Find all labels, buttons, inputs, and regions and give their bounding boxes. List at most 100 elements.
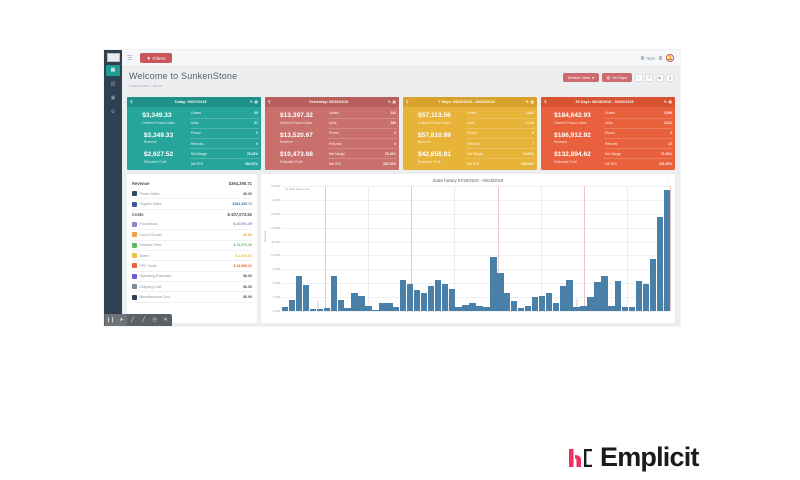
pause-button[interactable]: ❙❙ — [105, 314, 116, 326]
pencil-icon[interactable]: ✎ — [663, 100, 667, 104]
filters-button[interactable]: ▼ Filters — [140, 53, 172, 63]
pin-icon[interactable]: ⚲ — [268, 100, 271, 104]
kpi-card-title: Yesterday: 09/26/2019 — [308, 100, 349, 104]
pin-icon[interactable]: ⚲ — [406, 100, 409, 104]
list-item-value: $-16,566.31 — [233, 263, 252, 268]
kpi-primary-metric: $132,894.62 Estimated Profit — [554, 151, 591, 163]
kpi-primary-value: $3,349.33 — [142, 112, 172, 120]
chart-bar — [635, 281, 643, 311]
timer-button[interactable]: ◷ — [152, 317, 157, 323]
kpi-metric-row: Refunds 0 — [189, 139, 259, 150]
pen-button[interactable]: ╱ — [130, 317, 134, 323]
list-item[interactable]: Shipping Cost $0.00 — [132, 282, 252, 293]
flag-count: 7925 — [645, 55, 655, 61]
kpi-metric-value: 362.29% — [382, 161, 396, 166]
list-item[interactable]: Amazon Fees $-74,070.40 — [132, 241, 252, 251]
kpi-metric-value: 0 — [394, 131, 396, 136]
trash-icon[interactable]: ▤ — [392, 100, 396, 104]
trash-icon[interactable]: ▤ — [668, 100, 672, 104]
revenue-rows: Promo Sales $0.00 Organic Sales $364,395.71 — [132, 189, 252, 210]
chevron-down-icon: ▾ — [592, 75, 595, 80]
kpi-primary-value: $13,397.32 — [279, 112, 313, 120]
kpi-card-title: 30 Days: 08/28/2019 - 09/26/2019 — [575, 100, 634, 104]
kpi-metric-key: Refunds — [328, 141, 342, 146]
list-item[interactable]: Promo Sales $0.00 — [132, 189, 252, 200]
list-item[interactable]: Organic Sales $364,395.71 — [132, 199, 252, 210]
flag-indicator[interactable]: 7925 — [641, 56, 655, 61]
kpi-metric-key: Orders — [190, 111, 202, 116]
list-item-label: Shipping Cost — [139, 284, 162, 289]
kpi-primary-value: $13,520.67 — [279, 131, 313, 139]
chart-y-tick: 7,000 — [272, 295, 280, 300]
sidebar-item-dashboard[interactable]: ▦ — [106, 65, 120, 76]
top-bar-right: 7925 🔔 — [641, 54, 674, 62]
chart-y-axis-label: Revenue — [263, 231, 267, 243]
chart-bars — [282, 186, 670, 311]
list-item[interactable]: Promotions $-10,691.39 — [132, 220, 252, 231]
kpi-metric-key: Refunds — [190, 141, 204, 146]
kpi-primary-label: Ordered Product Sales — [554, 120, 587, 125]
welcome-band: Welcome to SunkenStone Dashboards / Home… — [122, 67, 680, 95]
pencil-icon[interactable]: ✎ — [249, 100, 253, 104]
mail-indicator[interactable] — [658, 56, 662, 60]
kpi-metric-value: 1,113 — [525, 121, 534, 126]
chart-y-axis: Revenue 15,000 14,000 13,000 12,000 11,000 10… — [263, 184, 281, 313]
sidebar-item-catalog[interactable]: ▣ — [110, 95, 116, 101]
flag-icon — [641, 56, 645, 60]
kpi-primary-value: $57,810.99 — [417, 131, 451, 139]
trash-icon[interactable]: ▤ — [530, 100, 534, 104]
visibility-button[interactable]: ◉ — [655, 73, 664, 82]
list-item[interactable]: Taxes $-2,006.52 — [132, 251, 252, 262]
pin-icon[interactable]: ⚲ — [544, 100, 547, 104]
list-item[interactable]: Operating Expenses $0.00 — [132, 272, 252, 282]
list-item[interactable]: Cost of Goods $0.00 — [132, 230, 252, 241]
view-select[interactable]: Default View ▾ — [562, 73, 600, 82]
bell-icon[interactable]: 🔔 — [666, 54, 674, 62]
list-item-value: $-10,691.39 — [233, 222, 252, 227]
marker-button[interactable]: ╱ — [141, 317, 145, 323]
chart-vertical-divider — [670, 186, 671, 311]
chart-bar — [372, 309, 379, 311]
pin-icon[interactable]: ⚲ — [130, 100, 133, 104]
truck-icon — [132, 284, 137, 290]
list-item[interactable]: PPC Costs $-16,566.31 — [132, 261, 252, 272]
list-item-label: PPC Costs — [139, 263, 157, 268]
close-button[interactable]: ✕ — [163, 317, 168, 323]
chart-y-tick: 8,000 — [272, 281, 280, 286]
kpi-metric-value: 0 — [532, 131, 534, 136]
hamburger-icon[interactable]: ☰ — [127, 55, 133, 62]
mail-icon — [658, 56, 662, 60]
chart-bar — [441, 283, 448, 311]
chart-bar — [497, 272, 504, 311]
list-item-label: Promo Sales — [139, 191, 160, 196]
kebab-icon[interactable]: ⋮ — [666, 178, 670, 183]
pencil-icon[interactable]: ✎ — [387, 100, 391, 104]
chart-bar — [663, 189, 670, 311]
chart-gridline — [282, 269, 670, 271]
kpi-metric-row: Orders 242 — [327, 109, 397, 119]
chart-bar — [628, 306, 636, 311]
kpi-metric-key: Units — [190, 121, 199, 126]
kpi-metric-value: 364.02% — [244, 161, 258, 166]
expand-button[interactable]: ❯ — [666, 73, 674, 82]
date-range-button[interactable]: ▤ All Days — [601, 73, 632, 82]
list-item[interactable]: Miscellaneous Cost $0.00 — [132, 292, 252, 303]
cursor-button[interactable]: ➤ — [116, 314, 127, 326]
kpi-metric-key: Refunds — [604, 141, 618, 146]
sidebar-item-reports[interactable]: ▥ — [110, 81, 116, 87]
recorder-toolbar: ❙❙ ➤ ╱ ╱ ◷ ✕ — [104, 314, 172, 326]
chart-bar — [393, 306, 400, 311]
chart-gridline — [282, 255, 670, 257]
chart-bar — [615, 281, 622, 311]
sidebar-item-settings[interactable]: ⚙ — [110, 109, 116, 115]
kpi-secondary-metrics: Orders 3,298 Units 3,521 Promo 0 Refunds 22 Net … — [603, 107, 675, 170]
share-button[interactable]: ⟨ — [634, 73, 643, 82]
kpi-card-header: ⚲ 7 Days: 09/20/2019 - 09/26/2019 ✎ ▤ — [403, 97, 537, 107]
trash-icon[interactable]: ▤ — [254, 100, 258, 104]
chart-plot-area: 10 chart data points Revenue 15,000 14,00… — [263, 184, 671, 319]
pencil-icon[interactable]: ✎ — [525, 100, 529, 104]
refresh-button[interactable]: ⟳ — [645, 73, 653, 82]
costs-header: Costs $-107,073.62 — [132, 210, 252, 220]
list-item-label: Amazon Fees — [139, 243, 162, 248]
chart-bar — [642, 284, 650, 311]
